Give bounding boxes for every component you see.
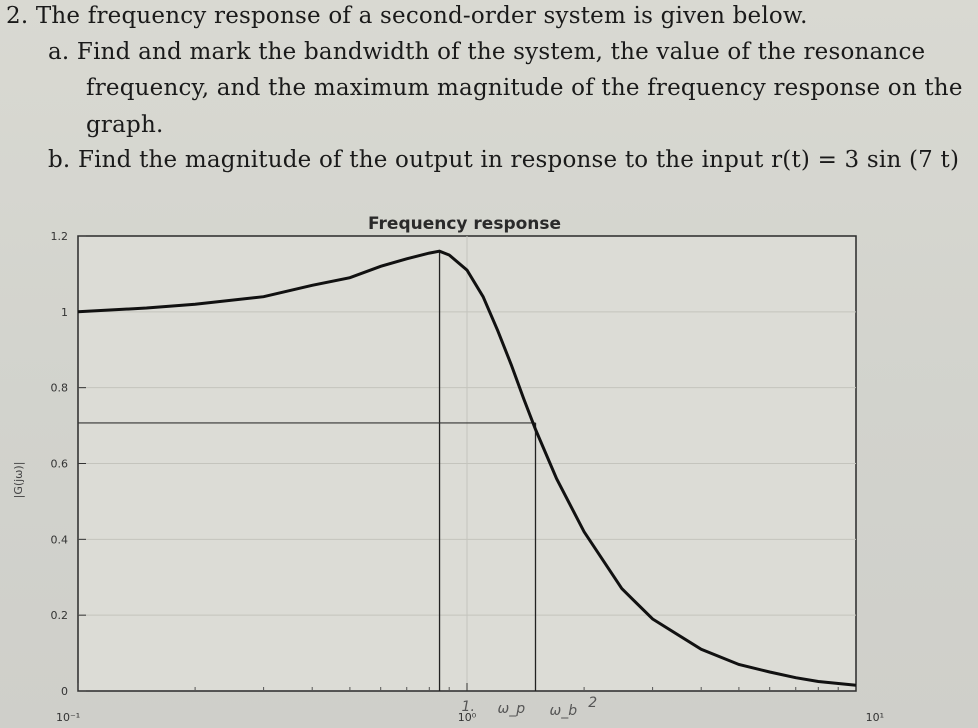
handwritten-mark: ω_p [498,701,526,717]
y-tick-label: 0.8 [51,382,69,395]
x-tick-label: 10¹ [866,711,884,724]
handwritten-mark: 2 [588,695,597,711]
y-tick-label: 1 [61,306,68,319]
y-tick-label: 0.4 [51,533,69,546]
handwritten-mark: ω_b [549,703,577,719]
y-tick-label: 1.2 [51,230,69,243]
y-tick-label: 0.6 [51,458,69,471]
magnitude-curve [77,249,857,687]
part-a-line-1: a. Find and mark the bandwidth of the sy… [48,39,926,65]
part-a-line-3: graph. [86,112,164,138]
y-tick-label: 0.2 [51,609,69,622]
chart-title: Frequency response [368,214,562,234]
x-axis-ticks: 10⁻¹ 10⁰ 10¹ [56,683,884,724]
x-tick-label: 10⁻¹ [56,711,80,724]
part-b-line-1: b. Find the magnitude of the output in r… [48,147,960,173]
grid-lines [78,236,856,691]
y-axis-label: |G(jω)| [12,462,25,499]
x-tick-label: 10⁰ [458,711,477,724]
y-axis-ticks: 1.2 1 0.8 0.6 0.4 0.2 0 [51,230,86,698]
question-number-line: 2. The frequency response of a second-or… [6,3,808,29]
handwritten-mark: 1. [462,699,475,715]
y-tick-label: 0 [61,685,68,698]
part-a-line-2: frequency, and the maximum magnitude of … [86,75,963,101]
annotation-marks: 1. ω_p ω_b 2 [78,251,597,719]
